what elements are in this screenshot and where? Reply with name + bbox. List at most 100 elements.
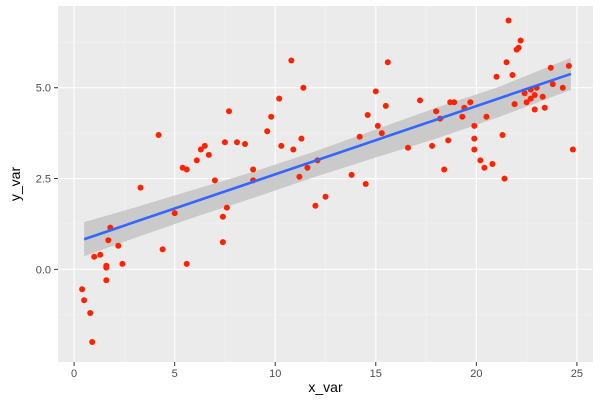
data-point — [242, 141, 248, 147]
data-point — [250, 166, 257, 173]
data-point — [384, 59, 391, 66]
data-point — [234, 139, 240, 146]
data-point — [477, 157, 484, 164]
data-point — [505, 17, 512, 24]
data-point — [471, 122, 478, 129]
x-tick-label: 15 — [370, 368, 382, 380]
data-point — [493, 73, 500, 80]
data-point — [378, 130, 385, 137]
data-point — [137, 184, 144, 191]
data-point — [155, 132, 162, 138]
data-point — [296, 173, 303, 180]
data-point — [183, 166, 190, 173]
data-point — [481, 164, 488, 171]
y-tick-label: 5.0 — [36, 83, 51, 95]
y-tick-label: 2.5 — [36, 174, 51, 186]
data-point — [103, 277, 110, 284]
regression-line — [83, 72, 572, 241]
data-point — [549, 81, 556, 88]
data-point — [288, 57, 295, 64]
data-point — [509, 72, 516, 78]
data-point — [511, 101, 518, 108]
data-point — [521, 90, 528, 97]
data-point — [547, 64, 554, 71]
data-point — [374, 122, 381, 129]
data-point — [503, 59, 510, 66]
data-point — [362, 181, 369, 187]
data-point — [515, 44, 522, 51]
data-point — [312, 202, 319, 209]
data-point — [197, 146, 204, 153]
data-point — [298, 135, 305, 142]
data-point — [105, 237, 112, 244]
x-tick-label: 20 — [470, 368, 482, 380]
data-point — [201, 142, 208, 149]
data-point — [193, 157, 200, 164]
x-tick-label: 0 — [71, 368, 77, 380]
major-gridlines — [58, 6, 593, 362]
data-point — [471, 135, 478, 142]
x-axis-ticks: 0 5 10 15 20 25 — [71, 362, 583, 380]
data-point — [81, 297, 88, 304]
data-point — [115, 242, 122, 249]
data-point — [565, 62, 572, 69]
x-axis-title: x_var — [308, 379, 343, 395]
y-axis-ticks: 0.0 2.5 5.0 — [36, 83, 58, 276]
data-point — [433, 108, 440, 115]
data-point — [541, 104, 548, 111]
data-point — [527, 95, 534, 102]
data-point — [382, 102, 389, 109]
data-point — [221, 139, 228, 146]
x-tick-label: 25 — [571, 368, 583, 380]
data-point — [441, 166, 448, 173]
data-point — [348, 171, 355, 178]
data-point — [103, 262, 110, 269]
data-point — [451, 99, 458, 106]
data-point — [91, 253, 98, 260]
data-point — [219, 239, 226, 246]
data-point — [489, 161, 496, 167]
data-point — [223, 204, 230, 211]
data-point — [531, 106, 538, 113]
data-point — [356, 133, 363, 140]
x-tick-label: 5 — [172, 368, 178, 380]
data-point — [539, 93, 546, 100]
data-point — [499, 132, 506, 138]
data-point — [364, 112, 371, 118]
data-point — [79, 286, 86, 293]
data-point — [559, 84, 566, 91]
data-point — [97, 251, 104, 258]
data-point — [211, 177, 218, 184]
data-point — [278, 142, 285, 149]
data-point — [268, 113, 275, 120]
data-point — [531, 92, 538, 98]
data-point — [429, 142, 436, 149]
y-tick-label: 0.0 — [36, 264, 51, 276]
data-point — [87, 310, 94, 316]
data-point — [276, 95, 283, 102]
data-point — [264, 128, 271, 135]
data-point — [226, 108, 232, 115]
y-axis-title: y_var — [7, 167, 23, 202]
data-point — [467, 99, 474, 106]
x-tick-label: 10 — [269, 368, 281, 380]
data-point — [523, 99, 530, 106]
data-point — [517, 37, 524, 44]
data-point — [219, 213, 226, 220]
data-point — [322, 193, 329, 200]
data-point — [471, 146, 478, 153]
data-point — [119, 260, 126, 267]
data-point — [171, 210, 178, 217]
data-point — [89, 339, 96, 345]
data-point — [205, 151, 212, 158]
data-point — [159, 246, 166, 253]
data-point — [405, 144, 411, 151]
data-point — [459, 113, 466, 120]
data-point — [300, 84, 307, 91]
data-point — [501, 175, 508, 182]
data-point — [445, 137, 452, 144]
data-point — [304, 164, 311, 171]
data-point — [290, 146, 297, 153]
data-point — [417, 97, 423, 104]
